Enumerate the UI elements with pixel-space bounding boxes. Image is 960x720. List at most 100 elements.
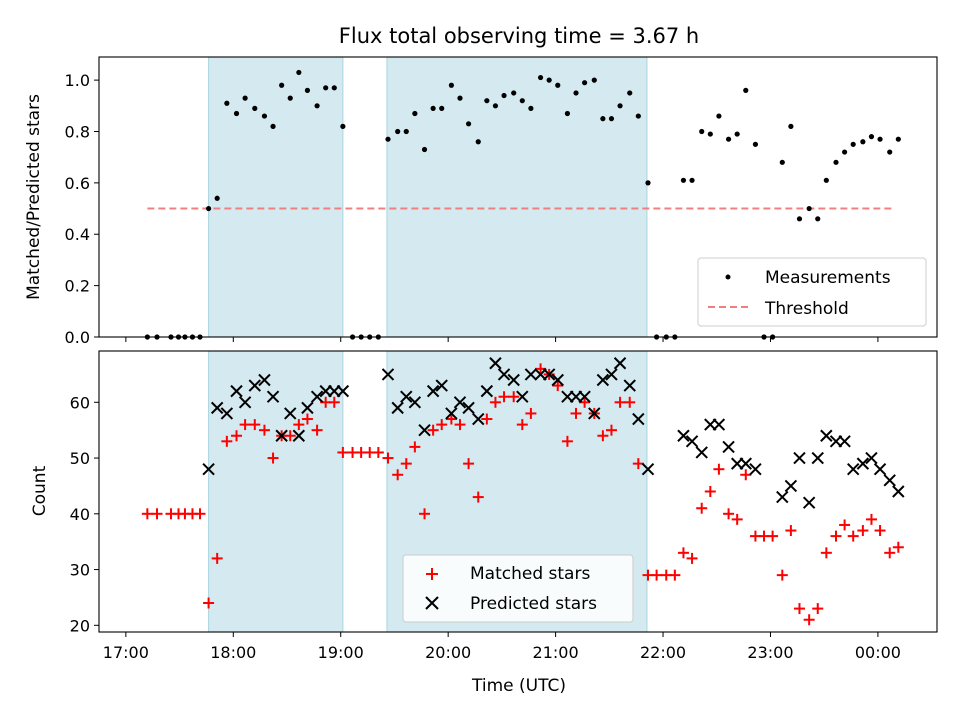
measurement-point [270, 123, 276, 129]
matched-star-point [151, 508, 163, 520]
measurement-point [796, 216, 803, 222]
measurement-point [448, 82, 454, 88]
measurement-point [815, 216, 821, 222]
matched-star-point [857, 525, 869, 537]
predicted-star-point [400, 390, 413, 403]
matched-star-point [489, 396, 501, 408]
predicted-star-point [892, 485, 905, 498]
matched-star-point [884, 547, 896, 559]
measurement-point [608, 116, 615, 122]
predicted-star-point [784, 479, 798, 493]
matched-star-point [472, 491, 484, 503]
predicted-star-point [472, 412, 485, 426]
legend-predicted-marker [425, 596, 439, 610]
matched-star-point [597, 430, 609, 442]
measurement-point [806, 205, 812, 212]
matched-star-point [785, 525, 797, 537]
matched-star-point [141, 508, 153, 520]
matched-star-point [194, 508, 206, 520]
y-tick-label: 20 [70, 616, 90, 635]
measurement-point [528, 105, 534, 111]
predicted-star-point [596, 373, 610, 387]
measurement-point [395, 128, 401, 135]
measurement-point [564, 110, 571, 117]
predicted-star-point [856, 457, 870, 470]
predicted-star-point [284, 407, 297, 420]
matched-star-point [284, 430, 296, 442]
matched-star-point [498, 391, 510, 403]
bottom-panel: 20 30 40 50 60 17:00 18:00 19:00 20:00 21:00 22:00… [30, 350, 938, 662]
measurement-point [617, 103, 623, 109]
matched-star-point [651, 569, 663, 581]
matched-star-point [328, 396, 340, 408]
measurement-point [779, 159, 785, 165]
predicted-star-point [497, 368, 511, 381]
predicted-star-point [749, 462, 762, 476]
predicted-star-point [507, 373, 520, 387]
predicted-star-point [838, 435, 851, 448]
measurement-point [823, 177, 829, 183]
predicted-star-point [820, 429, 833, 442]
matched-star-point [847, 530, 859, 542]
matched-star-point [409, 441, 421, 453]
measurement-point [582, 80, 588, 86]
matched-star-point [561, 435, 573, 447]
matched-star-point [427, 424, 439, 436]
predicted-star-point [776, 490, 789, 504]
measurement-point [421, 146, 428, 153]
matched-star-point [614, 396, 626, 408]
y-tick-label: 50 [70, 449, 90, 468]
matched-star-point [392, 469, 404, 481]
measurement-point [205, 205, 212, 212]
measurement-point [877, 136, 883, 142]
measurement-point [743, 87, 749, 93]
y-tick-label: 30 [70, 561, 90, 580]
y-tick-label: 60 [70, 393, 90, 412]
measurement-point [850, 141, 856, 147]
matched-star-point [436, 419, 448, 431]
matched-star-point [677, 547, 689, 559]
predicted-star-point [712, 418, 726, 431]
bottom-y-axis-label: Count [30, 465, 50, 516]
predicted-star-point [435, 379, 448, 392]
predicted-star-point [489, 357, 502, 370]
predicted-star-point [613, 357, 627, 370]
measurement-point [716, 113, 722, 119]
legend-threshold-label: Threshold [764, 299, 849, 319]
predicted-star-point [480, 384, 494, 398]
matched-star-point [605, 424, 617, 436]
top-panel-frame [98, 56, 938, 338]
matched-star-point [337, 446, 349, 458]
measurement-point [331, 85, 337, 91]
y-tick-label: 0.2 [65, 277, 90, 296]
matched-star-point [723, 508, 735, 520]
predicted-star-point [542, 368, 556, 381]
measurement-point [788, 123, 794, 129]
measurement-point [314, 103, 320, 109]
matched-star-point [239, 419, 251, 431]
matched-star-point [249, 419, 261, 431]
predicted-star-point [202, 462, 215, 476]
matched-star-point [812, 603, 824, 615]
matched-star-point [203, 597, 215, 609]
predicted-star-point [381, 368, 395, 381]
predicted-star-point [551, 373, 564, 387]
observing-interval-band [208, 56, 344, 338]
measurement-point [734, 131, 740, 137]
measurement-point [242, 95, 248, 101]
measurement-point [511, 90, 517, 96]
measurement-point [725, 136, 732, 142]
matched-star-point [372, 446, 384, 458]
predicted-star-point [739, 457, 752, 470]
measurement-point [689, 177, 695, 183]
measurement-point [699, 128, 705, 135]
predicted-star-point [266, 390, 280, 403]
predicted-star-point [248, 379, 261, 392]
measurement-point [340, 123, 346, 129]
matched-star-point [516, 419, 528, 431]
measurement-point [546, 77, 552, 83]
measurement-point [752, 141, 759, 147]
predicted-star-point [426, 384, 440, 398]
predicted-star-point [641, 462, 655, 476]
measurement-point [537, 74, 544, 81]
